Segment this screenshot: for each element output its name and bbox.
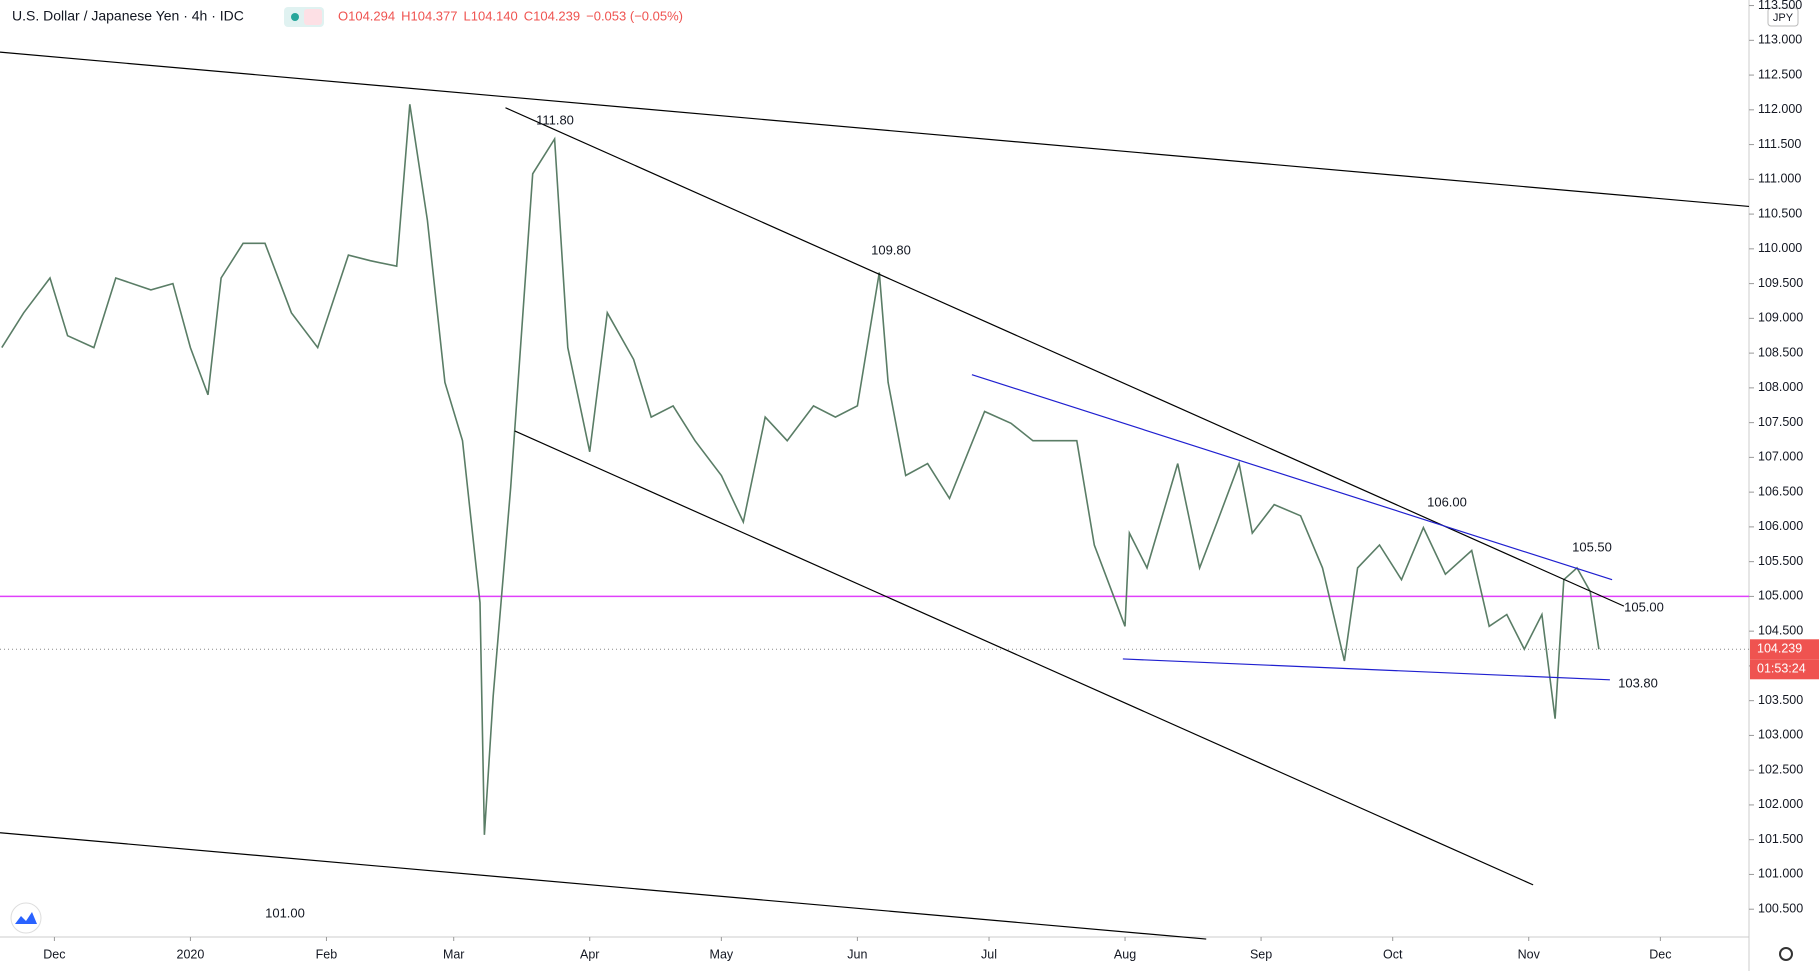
y-tick-label: 101.500	[1758, 832, 1803, 846]
y-tick-label: 102.500	[1758, 762, 1803, 776]
y-tick-label: 109.000	[1758, 311, 1803, 325]
ohlc-value: L104.140	[464, 8, 518, 23]
y-tick-label: 108.000	[1758, 380, 1803, 394]
x-tick-label: Oct	[1383, 947, 1403, 961]
y-tick-label: 110.000	[1758, 241, 1802, 255]
annotation: 101.00	[265, 905, 305, 920]
x-tick-label: Aug	[1114, 947, 1136, 961]
settings-icon[interactable]	[1779, 947, 1793, 961]
y-tick-label: 105.000	[1758, 589, 1803, 603]
trendline	[514, 430, 1534, 886]
ohlc-value: −0.053 (−0.05%)	[586, 8, 683, 23]
x-tick-label: Dec	[1649, 947, 1671, 961]
y-tick-label: 105.500	[1758, 554, 1803, 568]
x-tick-label: Jun	[847, 947, 867, 961]
y-tick-label: 111.000	[1758, 172, 1801, 186]
price-line	[1, 104, 1600, 835]
compare-icon[interactable]	[304, 9, 322, 25]
price-tag	[1750, 639, 1819, 660]
currency-box[interactable]	[1767, 7, 1799, 27]
y-tick-label: 101.000	[1758, 867, 1803, 881]
trendline	[1122, 658, 1610, 681]
y-tick-label: 106.500	[1758, 484, 1803, 498]
y-tick-label: 106.000	[1758, 519, 1803, 533]
y-tick-label: 108.500	[1758, 345, 1803, 359]
trendline	[0, 832, 1207, 940]
x-tick-label: Apr	[580, 947, 599, 961]
currency: JPY	[1773, 12, 1794, 24]
y-tick-label: 111.500	[1758, 137, 1801, 151]
y-tick-label: 113.500	[1758, 0, 1802, 12]
x-tick-label: Dec	[43, 947, 65, 961]
x-tick-label: Sep	[1250, 947, 1272, 961]
annotation: 109.80	[871, 242, 911, 257]
x-tick-label: 2020	[177, 947, 205, 961]
y-tick-label: 100.500	[1758, 901, 1803, 915]
ohlc: O104.294 H104.377 L104.140 C104.239 −0.053 (…	[338, 8, 683, 23]
countdown-tag	[1750, 659, 1819, 680]
annotation: 106.00	[1427, 494, 1467, 509]
y-tick-label: 107.000	[1758, 450, 1803, 464]
logo-button[interactable]	[10, 902, 42, 934]
y-tick-label: 103.000	[1758, 728, 1803, 742]
trendline	[0, 51, 1750, 208]
annotation: 105.50	[1572, 539, 1612, 554]
x-tick-label: May	[710, 947, 734, 961]
ohlc-value: O104.294	[338, 8, 395, 23]
annotation: 105.00	[1624, 599, 1664, 614]
y-tick-label: 112.000	[1758, 102, 1802, 116]
x-tick-label: Jul	[981, 947, 997, 961]
y-tick-label: 113.000	[1758, 33, 1802, 47]
x-tick-label: Feb	[316, 947, 338, 961]
trendline	[505, 107, 1625, 607]
y-tick-label: 103.500	[1758, 693, 1803, 707]
y-tick-label: 109.500	[1758, 276, 1803, 290]
y-tick-label: 112.500	[1758, 67, 1802, 81]
ohlc-value: C104.239	[524, 8, 580, 23]
y-tick-label: 102.000	[1758, 797, 1803, 811]
status-dot	[291, 13, 299, 21]
y-tick-label: 110.500	[1758, 206, 1802, 220]
logo	[15, 912, 37, 924]
price-tag-label: 104.239	[1757, 642, 1802, 656]
annotation: 103.80	[1618, 675, 1658, 690]
x-tick-label: Mar	[443, 947, 465, 961]
countdown-label: 01:53:24	[1757, 662, 1806, 676]
y-tick-label: 104.500	[1758, 623, 1803, 637]
x-tick-label: Nov	[1518, 947, 1541, 961]
ohlc-value: H104.377	[401, 8, 457, 23]
symbol-title: U.S. Dollar / Japanese Yen · 4h · IDC	[12, 8, 244, 24]
trendline	[971, 374, 1613, 581]
annotation: 111.80	[536, 112, 574, 127]
y-tick-label: 107.500	[1758, 415, 1803, 429]
